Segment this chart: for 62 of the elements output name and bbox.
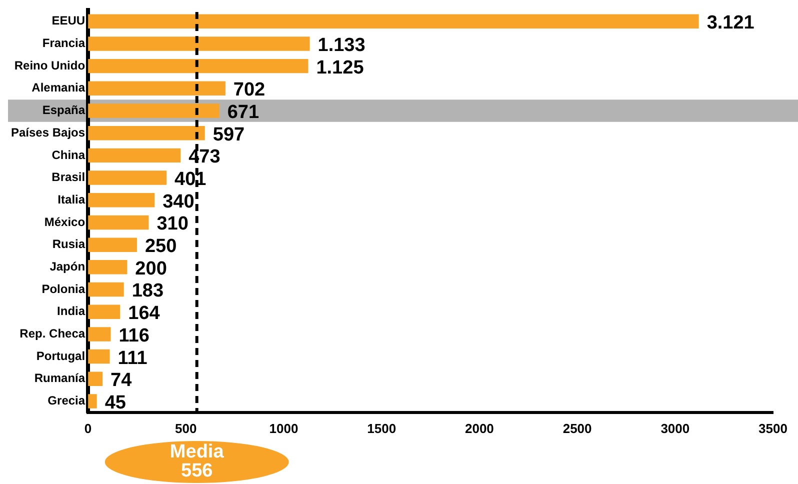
data-label: 183 [132,280,164,302]
bar [88,148,181,163]
x-tick-label: 1000 [269,420,298,436]
y-tick-label: Polonia [42,282,86,296]
data-label: 116 [118,325,150,346]
x-tick-label: 2000 [464,420,494,436]
x-tick-label: 500 [175,420,197,436]
y-tick-label: Portugal [36,348,86,363]
bar [88,58,308,74]
data-label: 111 [118,348,148,369]
x-tick-label: 3500 [758,420,788,436]
y-tick-label: EEUU [52,14,86,28]
x-tick-label: 0 [84,420,92,436]
x-tick-label: 1500 [367,420,396,436]
y-tick-label: India [57,304,86,318]
bar [88,238,137,252]
y-tick-label: Francia [42,36,86,50]
data-label: 250 [144,236,177,258]
bar [88,372,103,386]
bar [88,170,167,185]
y-tick-label: Japón [50,259,86,274]
bar [88,193,155,208]
data-label: 1.125 [316,57,364,78]
data-label: 1.133 [318,34,366,56]
data-label: 74 [110,370,132,392]
bar [88,126,205,140]
y-tick-label: Italia [58,192,86,206]
data-label: 702 [233,80,266,101]
data-label: 340 [162,191,194,212]
data-label: 3.121 [706,12,755,34]
y-tick-label: España [42,103,86,118]
y-tick-label: Grecia [48,394,86,408]
y-tick-label: México [44,214,86,229]
bar [88,394,97,408]
data-label: 401 [174,169,207,190]
data-label: 164 [128,303,160,324]
data-label: 310 [156,214,188,235]
y-tick-label: Rumanía [34,371,86,386]
bar [88,36,310,51]
y-tick-label: Brasil [52,170,86,184]
data-label: 200 [135,258,167,280]
y-tick-label: Rep. Checa [20,326,86,341]
bar [88,260,128,274]
y-tick-label: Países Bajos [11,125,86,140]
bar [88,349,110,364]
bar [88,104,220,118]
bar [88,282,124,297]
data-label: 597 [212,124,245,146]
y-tick-label: Alemania [32,80,86,95]
bar [88,81,226,96]
bar [88,215,149,230]
x-tick-label: 3000 [660,420,690,436]
bar [88,304,120,319]
y-tick-label: Reino Unido [14,58,86,72]
bar [88,327,111,342]
y-tick-label: China [52,148,86,162]
data-label: 45 [104,392,126,414]
data-label: 671 [227,102,260,123]
x-tick-label: 2500 [562,420,592,436]
y-tick-label: Rusia [52,237,86,252]
ref-line-label: Media 556 [170,442,224,482]
bar [88,14,699,28]
